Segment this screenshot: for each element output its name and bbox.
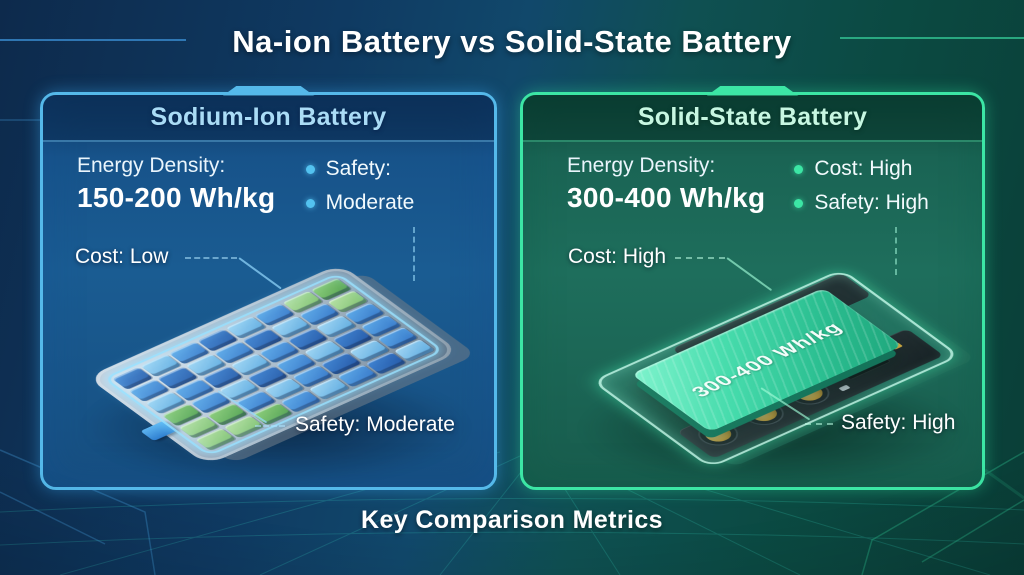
bullet-dot-icon — [794, 198, 804, 208]
sodium-ion-panel: Sodium-Ion Battery Energy Density: 150-2… — [40, 86, 497, 490]
bullet-dot-icon — [794, 164, 804, 174]
energy-density-block: Energy Density: 150-200 Wh/kg — [77, 154, 306, 225]
energy-density-block: Energy Density: 300-400 Wh/kg — [567, 154, 794, 225]
sodium-ion-header: Sodium-Ion Battery — [43, 95, 494, 142]
dashed-connector — [185, 257, 237, 259]
cost-callout: Cost: High — [568, 245, 667, 268]
bullet-label: Moderate — [325, 191, 415, 214]
safety-callout: Safety: Moderate — [295, 413, 455, 436]
panel-notch — [706, 86, 799, 96]
bullet-label: Safety: — [325, 157, 391, 180]
solid-state-bullet-list: Cost: High Safety: High — [794, 154, 929, 225]
sodium-bullet-list: Safety: Moderate — [305, 154, 415, 225]
bullet-item: Moderate — [305, 191, 415, 215]
solid-state-header: Solid-State Battery — [523, 95, 982, 142]
solid-state-stats: Energy Density: 300-400 Wh/kg Cost: High… — [567, 154, 966, 225]
sodium-ion-stats: Energy Density: 150-200 Wh/kg Safety: Mo… — [77, 154, 478, 225]
dashed-connector — [255, 425, 285, 427]
bullet-dot-icon — [305, 164, 315, 174]
panel-notch — [222, 86, 315, 96]
energy-density-value: 150-200 Wh/kg — [77, 182, 276, 213]
bullet-dot-icon — [305, 198, 315, 208]
dashed-connector — [895, 227, 897, 275]
solid-state-battery-illustration: 300-400 Wh/kg — [568, 245, 978, 485]
footer-title: Key Comparison Metrics — [361, 506, 663, 534]
bullet-label: Cost: High — [814, 157, 913, 180]
bullet-item: Safety: High — [794, 191, 929, 215]
page-title: Na-ion Battery vs Solid-State Battery — [232, 24, 792, 59]
dashed-connector — [413, 227, 415, 281]
bullet-item: Cost: High — [794, 157, 928, 181]
bullet-label: Safety: High — [814, 191, 929, 214]
solid-state-title: Solid-State Battery — [637, 103, 868, 131]
energy-density-label: Energy Density: — [77, 154, 226, 177]
safety-callout: Safety: High — [841, 411, 956, 434]
dashed-connector — [675, 257, 725, 259]
sodium-ion-battery-illustration — [71, 243, 481, 485]
solid-state-panel: Solid-State Battery Energy Density: 300-… — [520, 86, 985, 490]
energy-density-label: Energy Density: — [567, 154, 716, 177]
dashed-connector — [805, 423, 833, 425]
sodium-ion-title: Sodium-Ion Battery — [150, 103, 387, 131]
bullet-item: Safety: — [305, 157, 415, 181]
energy-density-value: 300-400 Wh/kg — [567, 182, 766, 213]
cost-callout: Cost: Low — [75, 245, 169, 268]
